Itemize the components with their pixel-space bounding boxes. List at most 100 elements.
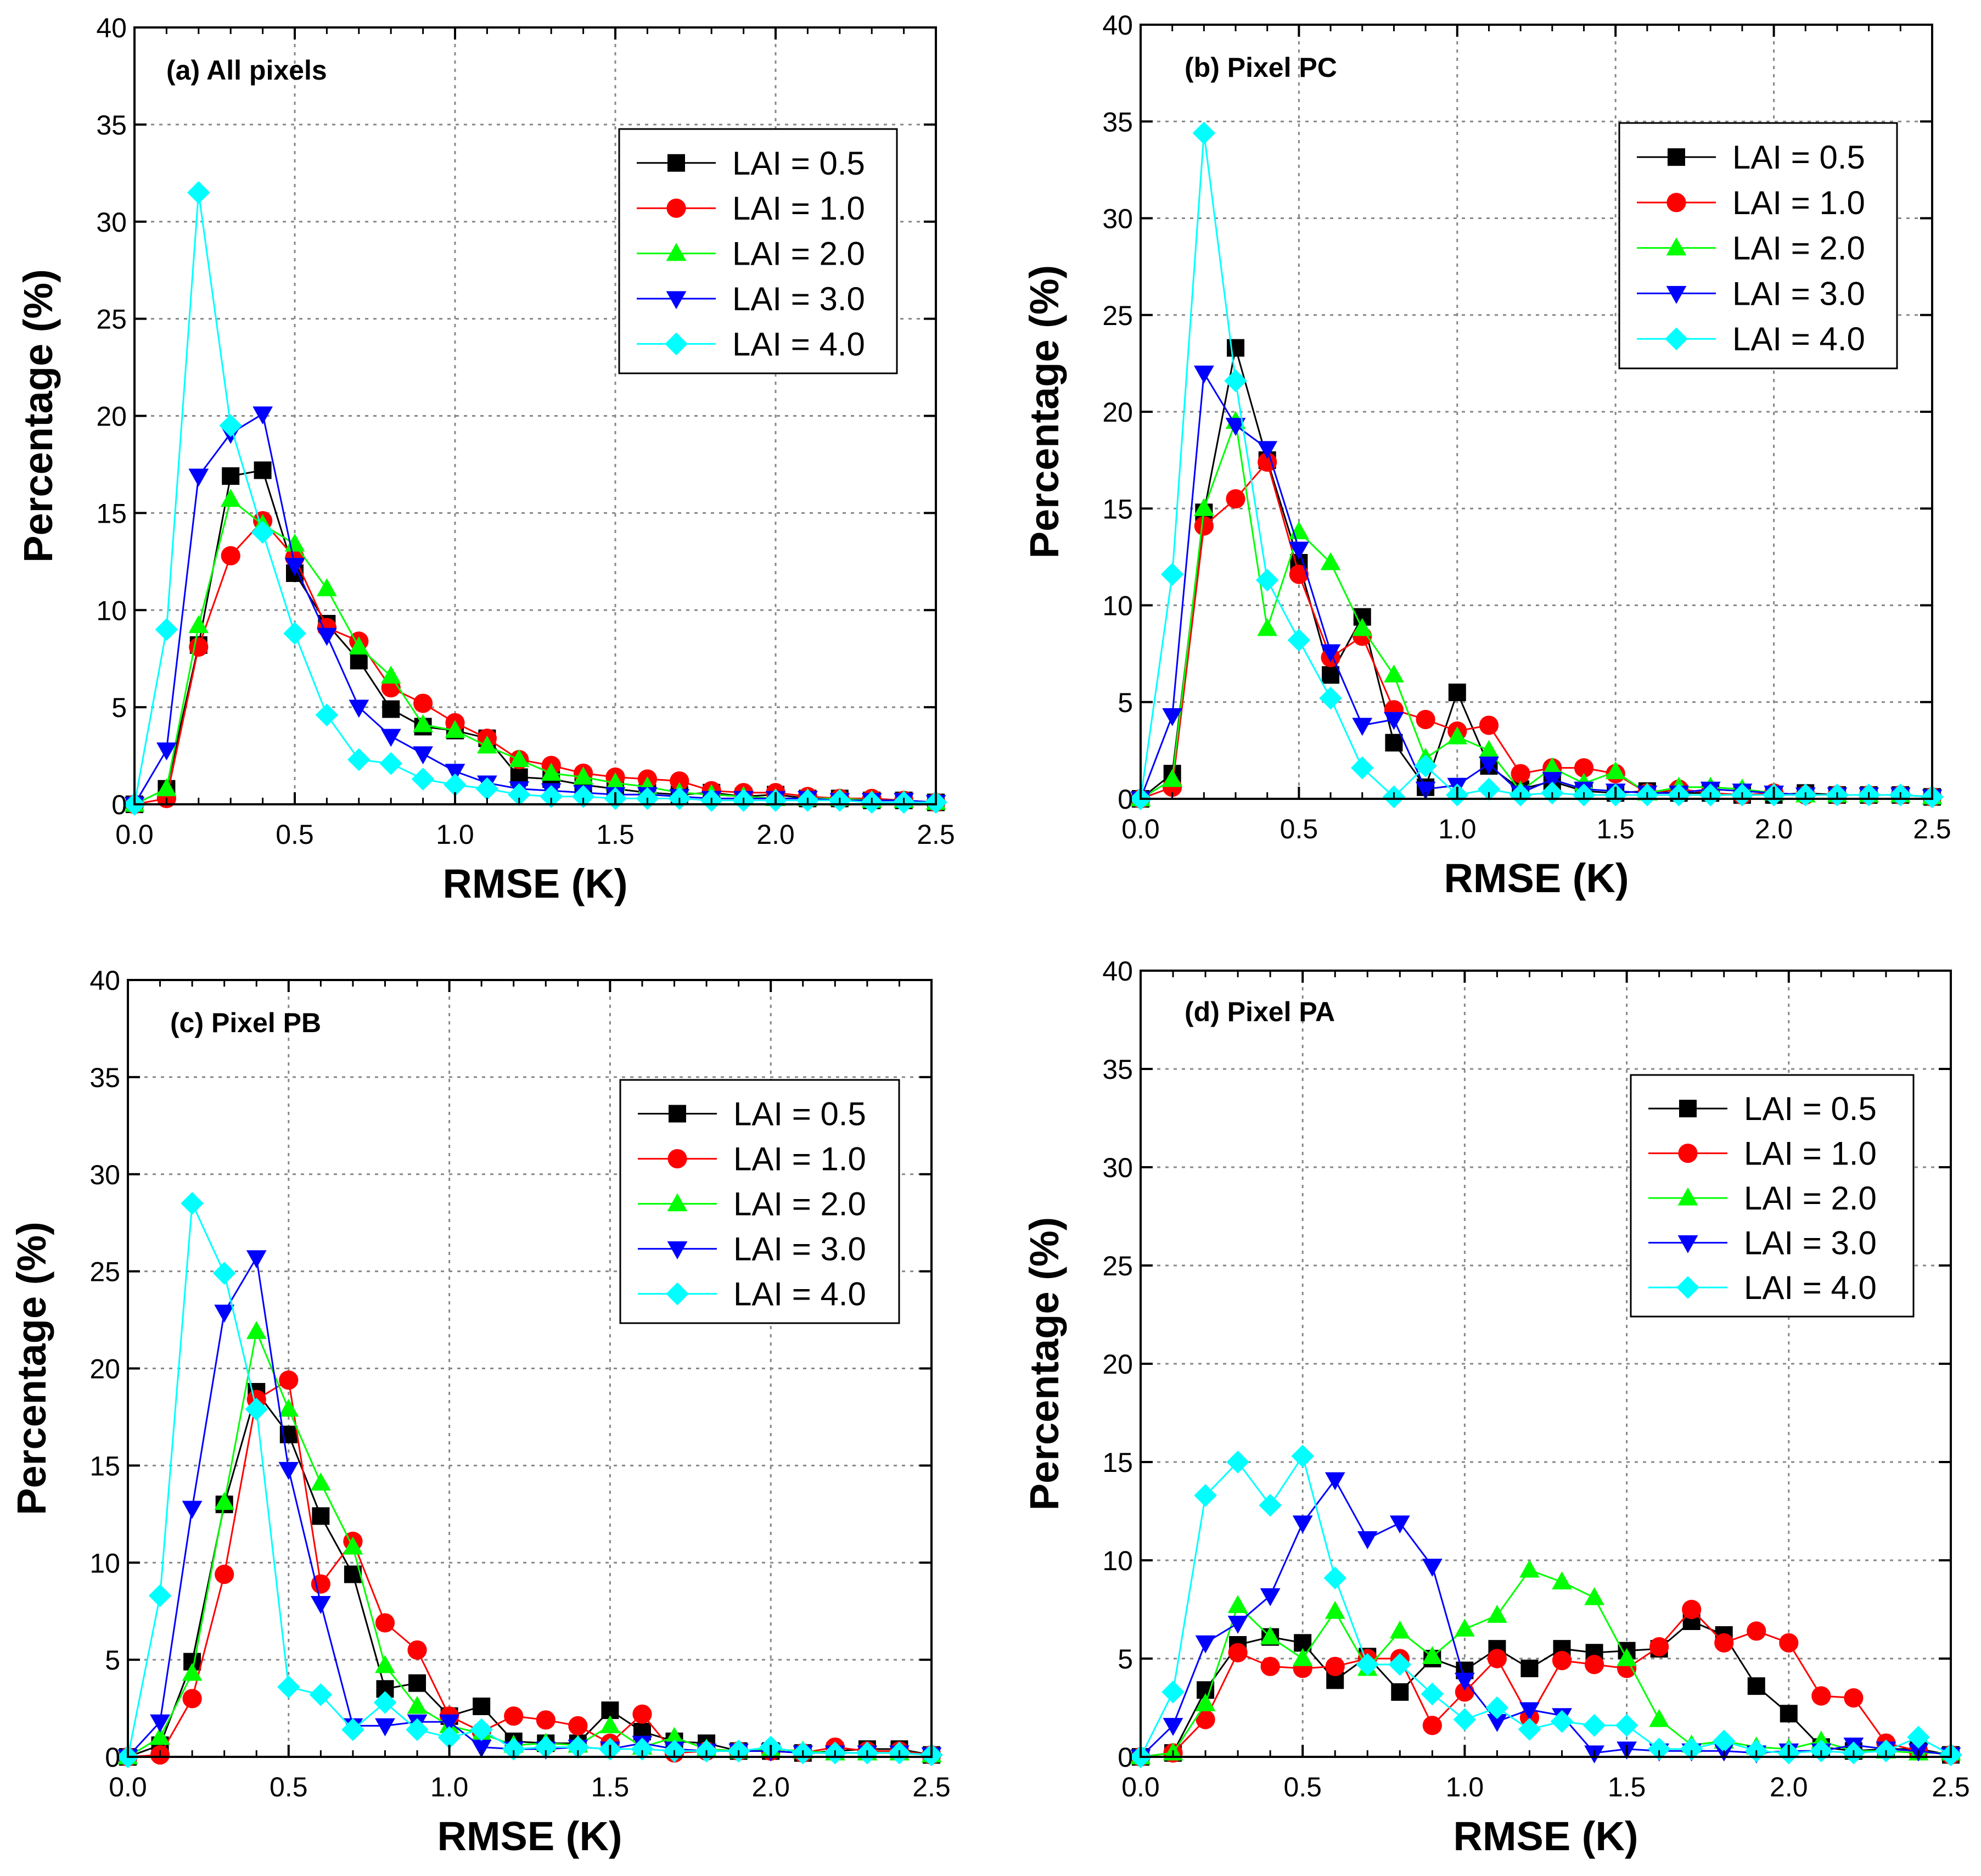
data-point — [509, 749, 530, 768]
data-point — [413, 746, 433, 765]
y-tick-label: 35 — [1102, 1054, 1133, 1085]
data-point — [1350, 756, 1374, 780]
data-point — [344, 1565, 362, 1583]
data-point — [1226, 1451, 1249, 1474]
data-point — [1479, 740, 1499, 758]
data-point — [1519, 1702, 1540, 1721]
legend-item-0: LAI = 0.5 — [638, 1096, 866, 1133]
data-point — [1712, 1729, 1736, 1753]
x-tick-label: 1.5 — [596, 819, 635, 850]
y-tick-label: 30 — [1102, 1152, 1133, 1183]
y-tick-label: 5 — [105, 1645, 120, 1676]
y-tick-label: 0 — [1118, 784, 1133, 815]
x-tick-label: 2.0 — [1755, 814, 1793, 844]
data-point — [1520, 1659, 1539, 1677]
legend-label: LAI = 1.0 — [1732, 184, 1865, 221]
data-point — [347, 748, 371, 771]
data-point — [1352, 718, 1373, 736]
legend-label: LAI = 4.0 — [1744, 1269, 1877, 1306]
data-point — [382, 700, 400, 718]
data-point — [1511, 764, 1530, 783]
legend-marker — [666, 291, 687, 310]
data-point — [1385, 733, 1403, 752]
y-tick-label: 0 — [105, 1742, 120, 1773]
data-point — [473, 1698, 491, 1716]
data-point — [373, 1691, 397, 1714]
data-point — [1907, 1726, 1930, 1749]
y-tick-label: 25 — [96, 304, 127, 335]
legend-marker — [665, 332, 688, 356]
data-point — [632, 1704, 652, 1724]
data-point — [254, 461, 272, 479]
data-point — [1487, 1649, 1507, 1668]
data-point — [187, 181, 210, 204]
data-point — [311, 1574, 330, 1594]
ticks: 0.0 0.5 1.0 1.5 2.0 2.5 0 5 10 15 20 25 30 35 40 — [1102, 956, 1969, 1802]
data-point — [1447, 726, 1468, 744]
y-tick-label: 15 — [96, 498, 127, 529]
legend-item-2: LAI = 2.0 — [638, 1186, 866, 1223]
data-point — [1391, 1683, 1409, 1701]
data-point — [341, 1718, 364, 1741]
ticks: 0.0 0.5 1.0 1.5 2.0 2.5 0 5 10 15 20 25 30 35 40 — [96, 13, 955, 850]
x-tick-label: 2.0 — [751, 1772, 790, 1802]
data-point — [214, 1304, 235, 1323]
legend-label: LAI = 2.0 — [1732, 230, 1865, 267]
data-point — [1258, 452, 1277, 472]
series-line — [127, 1255, 932, 1758]
data-point — [156, 742, 177, 761]
x-tick-label: 0.0 — [109, 1772, 147, 1802]
data-point — [1227, 1615, 1248, 1634]
data-point — [1552, 1650, 1572, 1671]
data-point — [1320, 552, 1341, 570]
data-point — [475, 777, 499, 800]
data-point — [1416, 709, 1435, 730]
legend-marker — [669, 1105, 686, 1123]
data-point — [212, 1262, 236, 1285]
legend-marker — [667, 154, 685, 172]
data-point — [284, 533, 305, 552]
data-point — [1542, 772, 1563, 790]
x-tick-label: 0.5 — [1280, 814, 1318, 844]
legend-item-4: LAI = 4.0 — [637, 326, 865, 362]
y-tick-label: 5 — [1118, 687, 1133, 718]
legend: LAI = 0.5 LAI = 1.0 LAI = 2.0 LAI = 3.0 LAI … — [619, 1079, 900, 1324]
data-point — [1647, 1737, 1671, 1761]
x-tick-label: 1.5 — [1596, 814, 1635, 844]
data-point — [349, 636, 369, 655]
data-point — [376, 1680, 394, 1698]
legend-marker — [1677, 1187, 1698, 1206]
data-point — [1289, 521, 1309, 540]
data-point — [279, 1370, 299, 1390]
data-point — [1680, 1737, 1703, 1761]
data-point — [1574, 758, 1594, 778]
data-point — [1779, 1633, 1799, 1653]
data-point — [1291, 1444, 1314, 1468]
x-tick-label: 2.0 — [1770, 1772, 1808, 1802]
series-lai-3 — [1130, 365, 1943, 810]
series-lai-2 — [1130, 1559, 1961, 1765]
legend-label: LAI = 2.0 — [1744, 1180, 1877, 1217]
data-point — [502, 1738, 525, 1761]
data-point — [1196, 1710, 1215, 1729]
data-point — [278, 1461, 299, 1480]
data-point — [471, 1739, 492, 1758]
data-point — [182, 1662, 203, 1681]
data-point — [182, 1689, 202, 1709]
legend-item-1: LAI = 1.0 — [1648, 1135, 1877, 1172]
data-point — [1617, 1648, 1637, 1666]
x-tick-label: 1.5 — [591, 1772, 630, 1802]
x-tick-label: 0.0 — [1121, 1772, 1160, 1802]
data-point — [1160, 563, 1184, 586]
x-tick-label: 0.5 — [1283, 1772, 1322, 1802]
legend-label: LAI = 1.0 — [1744, 1135, 1877, 1172]
data-point — [508, 783, 531, 807]
legend-box — [1630, 1074, 1915, 1318]
data-point — [1294, 1634, 1312, 1652]
data-point — [411, 768, 435, 791]
legend-item-0: LAI = 0.5 — [1637, 139, 1865, 176]
data-point — [221, 546, 240, 565]
legend-marker — [1678, 1143, 1698, 1163]
data-point — [1605, 761, 1626, 780]
